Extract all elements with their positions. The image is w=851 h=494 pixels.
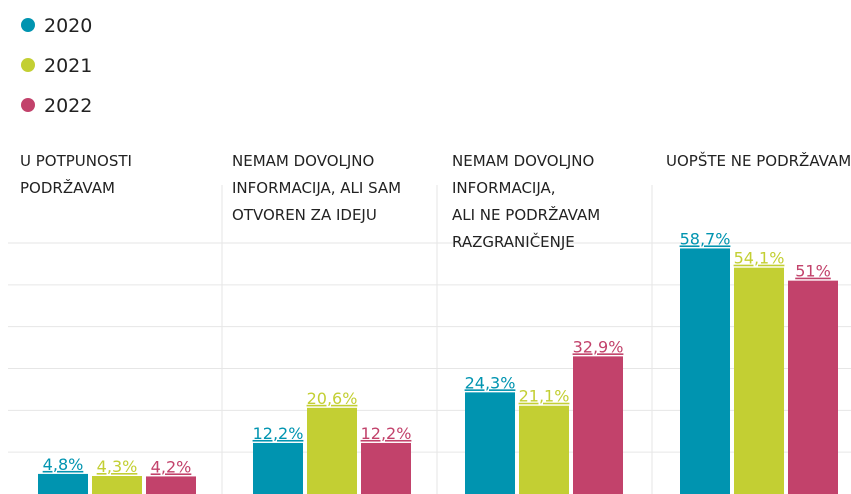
value-label: 4,3% [97,457,138,476]
bar [680,248,730,494]
value-label: 20,6% [307,389,358,408]
value-label: 32,9% [573,337,624,356]
value-label: 12,2% [361,424,412,443]
category-label: INFORMACIJA, [452,179,556,197]
category-label: ALI NE PODRŽAVAM [452,205,600,224]
value-label: 21,1% [519,387,570,406]
value-label: 4,8% [43,455,84,474]
value-label: 24,3% [465,373,516,392]
legend-label: 2020 [44,15,92,37]
legend-marker [21,58,35,72]
legend-marker [21,18,35,32]
bar [92,476,142,494]
legend-marker [21,98,35,112]
category-label: NEMAM DOVOLJNO [452,152,594,170]
category-label: OTVOREN ZA IDEJU [232,206,377,224]
bar [519,405,569,494]
category-label: RAZGRANIČENJE [452,232,575,251]
category-label: PODRŽAVAM [20,178,115,197]
bar [573,356,623,494]
value-label: 51% [795,262,831,281]
bar [788,280,838,494]
bar [361,442,411,494]
legend-label: 2022 [44,95,92,117]
value-label: 4,2% [151,457,192,476]
value-label: 12,2% [253,424,304,443]
category-label: UOPŠTE NE PODRŽAVAM [666,151,851,170]
bar [465,392,515,494]
category-label: INFORMACIJA, ALI SAM [232,179,401,197]
bar [253,442,303,494]
bar [734,267,784,494]
category-label: NEMAM DOVOLJNO [232,152,374,170]
legend-label: 2021 [44,55,92,77]
bar [307,407,357,494]
bar [38,473,88,494]
bar [146,476,196,494]
value-label: 58,7% [680,229,731,248]
value-label: 54,1% [734,249,785,268]
category-label: U POTPUNOSTI [20,152,132,170]
